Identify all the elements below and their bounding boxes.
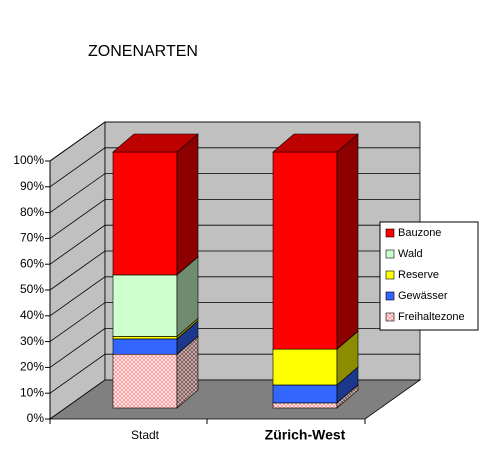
x-tick-label: Zürich-West [265, 427, 346, 443]
bar-front [112, 353, 178, 409]
floor [48, 379, 422, 420]
y-tick-label: 20% [20, 360, 44, 374]
y-tick-label: 100% [13, 153, 44, 167]
bar-front [112, 338, 178, 355]
y-tick-label: 30% [20, 334, 44, 348]
legend-swatch [385, 249, 395, 259]
y-tick-label: 10% [20, 385, 44, 399]
legend-label: Wald [398, 248, 423, 260]
bar-front [272, 151, 338, 350]
y-tick-label: 90% [20, 179, 44, 193]
legend-swatch [385, 312, 395, 322]
legend-swatch [385, 291, 395, 301]
y-tick-label: 60% [20, 256, 44, 270]
bar-front [112, 151, 178, 276]
bar-top [112, 133, 199, 153]
legend-label: Gewässer [398, 290, 448, 302]
y-tick-label: 80% [20, 205, 44, 219]
bar-front [272, 402, 338, 409]
legend-swatch [385, 270, 395, 280]
bar-front [112, 336, 178, 340]
bar-segment [112, 133, 199, 276]
bar-front [112, 274, 178, 337]
legend-label: Reserve [398, 269, 439, 281]
chart-title: ZONENARTEN [88, 43, 198, 60]
bar-side [336, 133, 359, 350]
bar-front [272, 348, 338, 386]
bar-front [272, 384, 338, 404]
y-tick-label: 50% [20, 282, 44, 296]
bar-segment [272, 133, 359, 350]
grid-line [49, 121, 420, 162]
y-tick-label: 0% [27, 411, 45, 425]
x-tick-label: Stadt [131, 428, 160, 442]
legend-label: Bauzone [398, 227, 441, 239]
y-tick-label: 70% [20, 231, 44, 245]
bar-top [272, 133, 359, 153]
legend-label: Freihaltezone [398, 311, 465, 323]
legend-swatch [385, 228, 395, 238]
legend [379, 221, 479, 331]
bar-side [176, 133, 199, 276]
y-tick-label: 40% [20, 308, 44, 322]
